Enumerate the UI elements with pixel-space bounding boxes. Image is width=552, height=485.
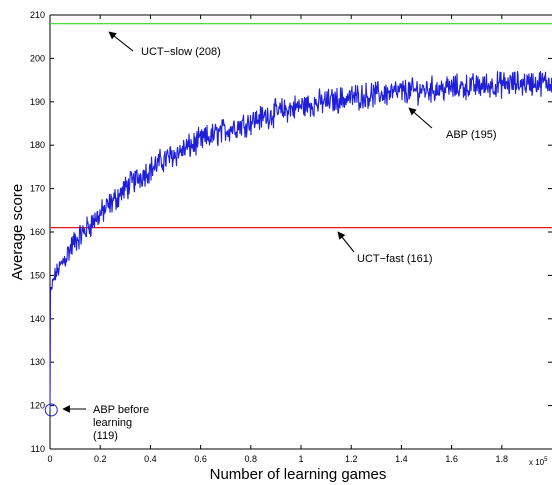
x-tick-label: 1.2: [345, 454, 358, 464]
uct-slow-annotation: UCT−slow (208): [141, 46, 221, 58]
y-tick-label: 210: [30, 10, 45, 20]
x-multiplier-label: x 105: [529, 457, 548, 467]
x-tick-label: 0.4: [144, 454, 157, 464]
x-tick-label: 0.2: [94, 454, 107, 464]
y-tick-label: 120: [30, 401, 45, 411]
abp-series-line: [49, 70, 552, 410]
uct-fast-arrow: [337, 231, 355, 253]
y-tick-label: 150: [30, 270, 45, 280]
abp-annotation: ABP (195): [446, 129, 497, 141]
x-tick-label: 0.6: [194, 454, 207, 464]
uct-fast-annotation: UCT−fast (161): [357, 253, 433, 265]
y-tick-label: 180: [30, 140, 45, 150]
y-tick-label: 110: [31, 444, 45, 454]
y-tick-label: 140: [30, 314, 45, 324]
y-tick-label: 130: [30, 357, 45, 367]
abp-start-marker: [44, 403, 58, 417]
x-tick-label: 1.8: [496, 454, 509, 464]
x-tick-label: 1.4: [395, 454, 408, 464]
uct-slow-arrow: [108, 31, 134, 52]
abp-before-annotation-line1: ABP before: [93, 404, 149, 416]
abp-before-annotation-line2: learning: [93, 417, 132, 429]
x-tick-label: 1: [298, 454, 303, 464]
y-tick-label: 170: [30, 184, 45, 194]
x-axis-label: Number of learning games: [210, 466, 387, 483]
y-ticks: 110 120 130 140 150 160 170 180 190 200 210: [30, 10, 552, 454]
y-tick-label: 200: [30, 53, 45, 63]
x-tick-label: 1.6: [445, 454, 458, 464]
y-tick-label: 190: [30, 97, 45, 107]
y-axis-label: Average score: [9, 184, 26, 280]
abp-before-annotation-line3: (119): [93, 430, 118, 442]
x-tick-label: 0: [47, 454, 52, 464]
x-tick-label: 0.8: [245, 454, 258, 464]
y-tick-label: 160: [30, 227, 45, 237]
abp-arrow: [408, 107, 433, 129]
x-ticks: 0 0.2 0.4 0.6 0.8 1 1.2 1.4 1.6 1.8: [47, 15, 508, 464]
